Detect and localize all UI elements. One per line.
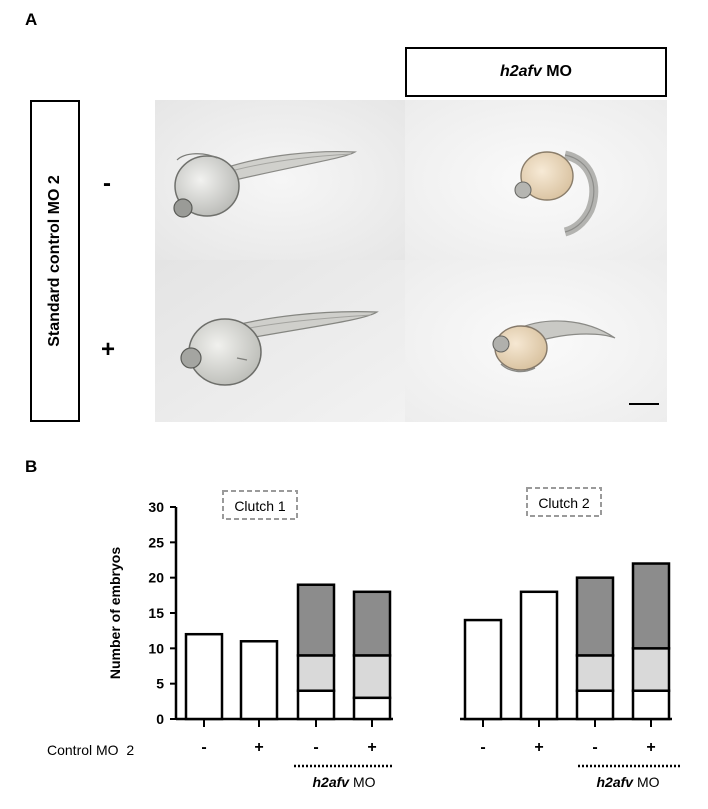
bar-6-segment-1 — [519, 590, 559, 721]
y-axis-title: Number of embryos — [107, 547, 123, 679]
x-sign-8: + — [646, 739, 655, 756]
x-row-label: Control MO 2 — [47, 742, 134, 758]
x-sign-1: - — [201, 739, 206, 756]
row-sign-plus: + — [101, 336, 116, 363]
x-sign-4: + — [367, 739, 376, 756]
bar-4-segment-1 — [352, 696, 392, 721]
y-tick-label-5: 5 — [156, 676, 164, 692]
clutch-2-label: Clutch 2 — [538, 495, 590, 511]
bar-3-segment-2 — [296, 654, 336, 692]
x-sign-6: + — [534, 739, 543, 756]
bar-7-segment-1 — [575, 689, 615, 721]
bar-2-segment-1 — [239, 640, 279, 721]
panel-b-letter: B — [25, 457, 38, 476]
group-1-label: h2afv MO — [312, 774, 375, 790]
x-sign-3: - — [313, 739, 318, 756]
row-header-label: Standard control MO 2 — [46, 175, 64, 347]
x-sign-5: - — [480, 739, 485, 756]
group-2-label: h2afv MO — [596, 774, 659, 790]
clutch-2-box — [526, 487, 602, 517]
bar-5-segment-1 — [463, 618, 503, 721]
bar-1-segment-1 — [184, 632, 224, 721]
bar-3-segment-3 — [296, 583, 336, 657]
bar-4-segment-2 — [352, 654, 392, 700]
embryo-photo-control-minus — [155, 100, 407, 260]
y-tick-label-15: 15 — [148, 605, 164, 621]
y-tick-label-30: 30 — [148, 499, 164, 515]
x-sign-2: + — [254, 739, 263, 756]
column-header-gene: h2afv — [499, 63, 542, 80]
y-tick-label-10: 10 — [148, 640, 164, 656]
bar-8-segment-1 — [631, 689, 671, 721]
clutch-1-label: Clutch 1 — [234, 498, 286, 514]
panel-a-letter: A — [25, 10, 38, 29]
bar-3-segment-1 — [296, 689, 336, 721]
embryo-photo-control-plus — [155, 260, 407, 422]
embryo-photo-h2afv-plus — [405, 260, 667, 422]
bar-7-segment-2 — [575, 654, 615, 692]
x-sign-7: - — [592, 739, 597, 756]
row-header-box: Standard control MO 2 — [30, 100, 80, 422]
y-tick-label-20: 20 — [148, 570, 164, 586]
stacked-bar-chart: 0 5 10 15 20 25 30 Number of embryos Clutch 1 Clu… — [47, 487, 680, 790]
row-sign-minus: - — [103, 170, 111, 197]
bar-7-segment-3 — [575, 576, 615, 657]
bar-8-segment-3 — [631, 562, 671, 650]
y-tick-label-25: 25 — [148, 534, 164, 550]
embryo-photo-h2afv-minus — [405, 100, 667, 260]
clutch-1-box — [222, 490, 298, 520]
bar-8-segment-2 — [631, 647, 671, 692]
y-tick-label-0: 0 — [156, 711, 164, 727]
column-header-h2afv-mo: h2afv MO — [405, 47, 667, 97]
bar-4-segment-3 — [352, 590, 392, 657]
column-header-suffix: MO — [541, 63, 572, 80]
